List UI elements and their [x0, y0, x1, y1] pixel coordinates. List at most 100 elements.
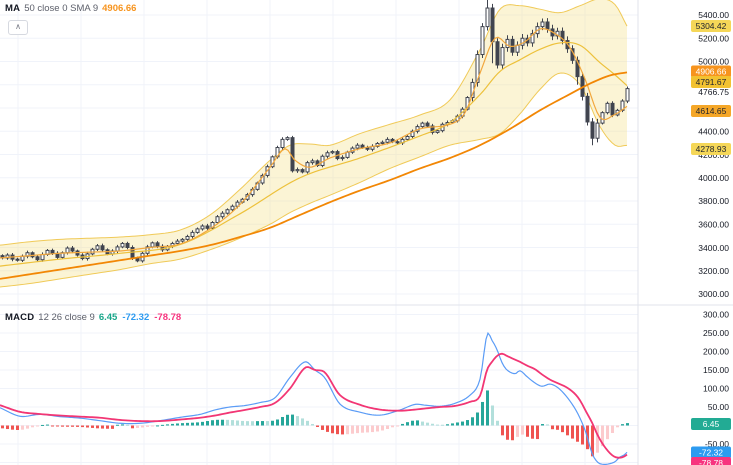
- axis-badge-label: 6.45: [703, 419, 720, 429]
- histogram-bar: [261, 421, 264, 426]
- histogram-bar: [421, 421, 424, 426]
- histogram-bar: [51, 425, 54, 427]
- histogram-bar: [561, 425, 564, 433]
- histogram-bar: [511, 425, 514, 441]
- histogram-bar: [251, 421, 254, 426]
- axis-label: 50.00: [708, 402, 730, 412]
- histogram-bar: [506, 425, 509, 440]
- histogram-bar: [176, 423, 179, 426]
- histogram-bar: [396, 425, 399, 427]
- histogram-bar: [301, 418, 304, 426]
- candle-body: [115, 246, 120, 252]
- axis-badge: [691, 65, 731, 78]
- candle-body: [50, 249, 55, 254]
- axis-badge-label: -78.78: [699, 458, 723, 465]
- axis-label: 150.00: [703, 365, 729, 375]
- histogram-bar: [451, 423, 454, 426]
- candle-body: [125, 242, 130, 248]
- candle-body: [200, 225, 205, 230]
- histogram-bar: [406, 422, 409, 426]
- histogram-bar: [271, 420, 274, 426]
- axis-badge: [691, 446, 731, 459]
- histogram-bar: [276, 419, 279, 426]
- candle-body: [410, 130, 415, 137]
- axis-label: 200.00: [703, 347, 729, 357]
- candle-body: [385, 138, 390, 143]
- histogram-bar: [91, 425, 94, 428]
- axis-badge-label: 4791.67: [696, 77, 727, 87]
- ma-legend-title: MA: [5, 3, 21, 14]
- histogram-bar: [611, 425, 614, 433]
- histogram-bar: [56, 425, 59, 427]
- histogram-bar: [621, 424, 624, 426]
- histogram-bar: [426, 422, 429, 426]
- histogram-bar: [231, 420, 234, 426]
- ma-indicator-legend[interactable]: MA 50 close 0 SMA 9 4906.66: [5, 3, 136, 14]
- histogram-bar: [296, 416, 299, 426]
- candle-body: [70, 247, 75, 252]
- histogram-bar: [6, 425, 9, 430]
- histogram-bar: [36, 425, 39, 427]
- sma9-line: [0, 28, 628, 259]
- candle-body: [95, 245, 100, 250]
- histogram-bar: [526, 425, 529, 437]
- axis-label: 4766.75: [698, 87, 729, 97]
- histogram-bar: [26, 425, 29, 429]
- histogram-bar: [146, 425, 149, 427]
- axis-badge: [691, 76, 731, 88]
- axis-label: 3200.00: [698, 266, 729, 276]
- candle-body: [380, 141, 385, 144]
- candle-body: [280, 138, 285, 149]
- candle-body: [545, 21, 550, 30]
- candle-body: [310, 160, 315, 164]
- candle-body: [610, 102, 615, 116]
- histogram-bar: [111, 425, 114, 429]
- histogram-bar: [106, 425, 109, 429]
- axis-label: 5200.00: [698, 34, 729, 44]
- macd-indicator-legend[interactable]: MACD 12 26 close 9 6.45 -72.32 -78.78: [5, 312, 181, 323]
- histogram-bar: [606, 425, 609, 440]
- axis-label: 250.00: [703, 328, 729, 338]
- candle-body: [585, 95, 590, 123]
- price-axis[interactable]: 5400.005200.005000.004766.754400.004200.…: [691, 10, 731, 465]
- axis-badge: [691, 20, 731, 32]
- histogram-bar: [546, 424, 549, 426]
- histogram-bar: [351, 425, 354, 434]
- histogram-bar: [281, 416, 284, 426]
- histogram-bar: [286, 414, 289, 426]
- axis-label: 3400.00: [698, 243, 729, 253]
- candle-body: [120, 242, 125, 248]
- candle-body: [180, 238, 185, 242]
- bollinger-band-fill: [0, 0, 627, 288]
- candle-body: [530, 33, 535, 44]
- histogram-bar: [226, 419, 229, 426]
- histogram-bar: [246, 421, 249, 426]
- histogram-bar: [386, 425, 389, 429]
- histogram-bar: [361, 425, 364, 433]
- candle-body: [195, 228, 200, 233]
- histogram-bar: [436, 424, 439, 426]
- histogram-bar: [76, 425, 79, 427]
- histogram-bar: [356, 425, 359, 434]
- histogram-bar: [81, 425, 84, 428]
- axis-label: 4000.00: [698, 173, 729, 183]
- candle-body: [210, 222, 215, 229]
- candle-body: [65, 247, 70, 254]
- price-pane[interactable]: [0, 0, 630, 288]
- histogram-bar: [166, 424, 169, 426]
- candle-body: [355, 144, 360, 149]
- candle-body: [560, 30, 565, 42]
- histogram-bar: [376, 425, 379, 432]
- histogram-bar: [201, 421, 204, 426]
- histogram-bar: [536, 425, 539, 440]
- macd-pane[interactable]: [0, 331, 629, 465]
- legend-collapse-button[interactable]: ∧: [8, 20, 28, 35]
- histogram-bar: [186, 422, 189, 426]
- histogram-bar: [411, 420, 414, 426]
- macd-legend-title: MACD: [5, 312, 35, 323]
- histogram-bar: [401, 423, 404, 426]
- axis-label: 3800.00: [698, 196, 729, 206]
- histogram-bar: [241, 420, 244, 426]
- candle-body: [395, 141, 400, 144]
